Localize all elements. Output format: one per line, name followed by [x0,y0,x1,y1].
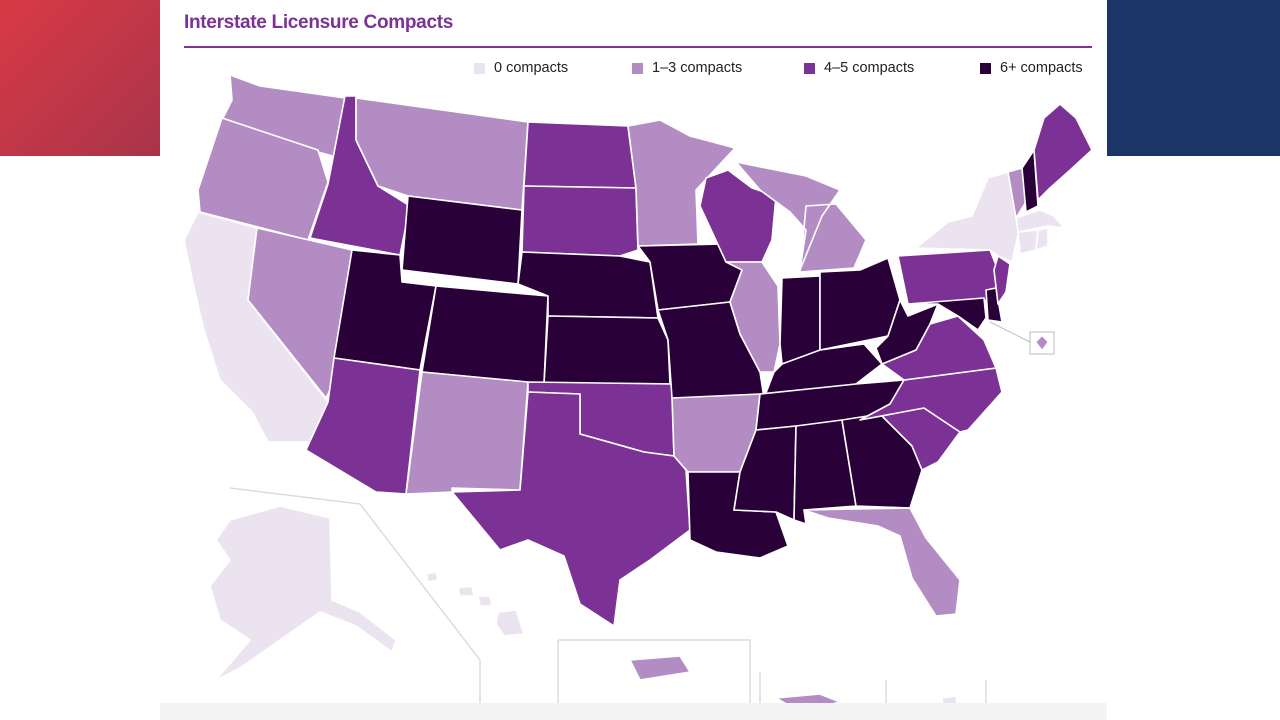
state-NY[interactable] [915,171,1021,263]
state-ME[interactable] [1033,103,1093,201]
alaska-inset-frame [229,487,481,720]
legend-swatch-0 [474,62,485,74]
state-WV[interactable] [875,299,939,365]
state-AZ[interactable] [305,357,421,495]
legend-item-1: 1–3 compacts [632,60,742,76]
state-MI[interactable] [735,161,867,273]
map-card: Interstate Licensure Compacts 0 compacts… [160,0,1107,720]
legend-label-3: 6+ compacts [1000,60,1083,76]
state-TX[interactable] [451,391,691,627]
state-DC[interactable] [1035,335,1049,351]
territory-PR[interactable] [629,655,691,681]
legend: 0 compacts 1–3 compacts 4–5 compacts 6+ … [160,60,1107,80]
state-NH[interactable] [1021,149,1039,213]
state-AK[interactable] [209,505,397,681]
decorative-corner-right [1107,0,1280,156]
state-IN[interactable] [779,275,821,365]
state-ND[interactable] [523,121,637,189]
decorative-corner-left [0,0,160,156]
state-CT[interactable] [1017,229,1039,255]
legend-label-1: 1–3 compacts [652,60,743,76]
state-HI[interactable] [425,571,525,637]
dc-inset-leader [989,321,1031,343]
state-KS[interactable] [543,315,671,385]
title-rule [184,46,1092,48]
state-SD[interactable] [521,185,639,257]
legend-swatch-2 [804,62,815,74]
state-CO[interactable] [421,285,549,385]
legend-swatch-1 [632,62,643,74]
state-PA[interactable] [897,249,999,305]
legend-swatch-3 [980,62,991,74]
state-NC[interactable] [859,367,1003,433]
state-NM[interactable] [405,371,529,495]
legend-label-0: 0 compacts [494,60,569,76]
state-MN[interactable] [627,119,736,247]
legend-item-3: 6+ compacts [980,60,1083,76]
state-MA[interactable] [1015,209,1065,233]
state-DE[interactable] [985,287,1003,323]
state-FL[interactable] [803,507,961,617]
map-title: Interstate Licensure Compacts [184,12,453,33]
state-WY[interactable] [401,195,523,285]
state-RI[interactable] [1035,227,1049,251]
legend-item-2: 4–5 compacts [804,60,914,76]
footer-strip [160,703,1107,720]
legend-item-0: 0 compacts [474,60,568,76]
state-MD[interactable] [907,297,987,331]
state-WI[interactable] [699,169,777,263]
legend-label-2: 4–5 compacts [824,60,915,76]
us-map [183,74,1093,720]
state-IL[interactable] [725,261,781,373]
state-NJ[interactable] [993,255,1011,305]
